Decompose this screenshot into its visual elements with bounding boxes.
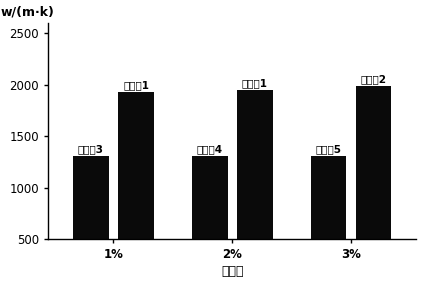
Bar xyxy=(192,156,227,284)
Text: 对比儖3: 对比儖3 xyxy=(78,144,104,154)
Text: 对比儖4: 对比儖4 xyxy=(197,145,223,154)
Bar xyxy=(73,156,109,284)
Text: w/(m·k): w/(m·k) xyxy=(0,6,54,19)
Text: 对比儖1: 对比儖1 xyxy=(242,78,268,88)
Text: 对比儖2: 对比儖2 xyxy=(361,74,387,84)
Bar xyxy=(237,90,273,284)
Text: 实施儖1: 实施儖1 xyxy=(123,80,149,90)
Text: 对比儖5: 对比儖5 xyxy=(316,144,341,154)
X-axis label: 分散剂: 分散剂 xyxy=(221,266,243,278)
Bar xyxy=(311,156,346,284)
Bar xyxy=(118,92,154,284)
Bar xyxy=(356,86,392,284)
